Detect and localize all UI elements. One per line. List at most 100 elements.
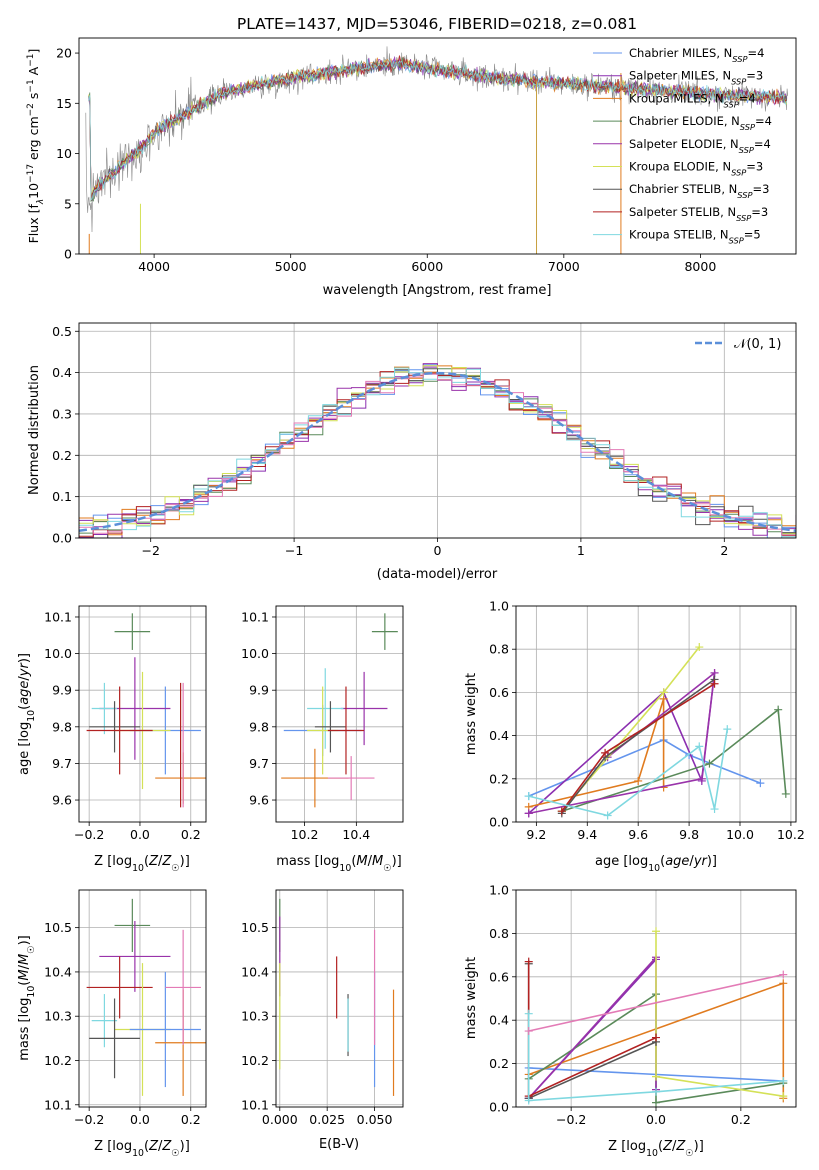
y-tick-label: 10.3 [241, 1009, 269, 1024]
label-part: )] [707, 854, 717, 869]
y-axis-label: mass weight [464, 673, 479, 755]
plot-area [86, 613, 206, 808]
y-axis-label: mass [log10(M/M☉)] [17, 935, 37, 1061]
x-tick-label: −2 [141, 543, 159, 558]
weight-line [527, 1013, 784, 1102]
panel-age-vs-Z: −0.2 0.0 0.2 9.6 9.7 9.8 9.9 10.0 10.1 [44, 605, 207, 842]
legend-entry: Kroupa ELODIE, NSSP=3 [629, 160, 763, 178]
label-part: s [26, 93, 41, 104]
label-part: =4 [739, 91, 756, 105]
weight-marker [603, 811, 612, 820]
label-part: / [689, 854, 694, 869]
x-tick-label: 7000 [548, 259, 580, 274]
label-part: / [158, 1139, 163, 1154]
model-kroupa-stelib [88, 59, 788, 201]
panel-spectrum: 4000 5000 6000 7000 8000 0 5 10 15 20 [56, 37, 797, 274]
label-part: Z [161, 854, 172, 869]
legend-entry: Salpeter MILES, NSSP=3 [629, 69, 763, 87]
label-part: Z [log [608, 1139, 646, 1154]
x-tick-label: 9.4 [577, 827, 597, 842]
y-tick-label: 0.1 [52, 489, 72, 504]
label-part: 10 [26, 183, 41, 199]
label-part: Z [675, 1139, 686, 1154]
y-tick-label: 0.2 [52, 448, 72, 463]
label-part: =3 [751, 205, 768, 219]
label-part: A [26, 66, 41, 79]
x-tick-label: 0.2 [181, 1112, 201, 1127]
y-tick-label: 10.1 [44, 609, 72, 624]
label-part: −1 [26, 79, 36, 92]
y-tick-label: 10.3 [44, 1009, 72, 1024]
panel-massweight-vs-age: 9.2 9.4 9.6 9.8 10.0 10.2 0.0 0.2 0.4 0.6 0.8 1.0 [489, 599, 805, 843]
x-tick-label: 0.0 [130, 1112, 150, 1127]
weight-marker [697, 774, 706, 783]
x-tick-label: 6000 [411, 259, 443, 274]
label-part: M [17, 969, 32, 980]
weight-marker [524, 792, 533, 801]
weight-marker [652, 1033, 660, 1042]
label-part: ] [26, 49, 41, 54]
y-axis-label: Flux [fλ10−17 erg cm−2 s−1 A−1] [26, 49, 46, 244]
label-part: Kroupa MILES, N [629, 91, 724, 105]
x-tick-label: 2 [720, 543, 728, 558]
weight-marker [524, 809, 533, 818]
y-tick-label: 0.2 [489, 771, 509, 786]
label-part: )] [180, 1139, 190, 1154]
weight-marker [695, 742, 704, 751]
label-part: Z [log [94, 854, 132, 869]
y-tick-label: 0.4 [52, 365, 72, 380]
y-tick-label: 0 [64, 247, 72, 262]
label-part: Chabrier MILES, N [629, 46, 732, 60]
weight-line [561, 708, 787, 812]
y-tick-label: 10 [56, 146, 72, 161]
label-part: −1 [26, 54, 36, 67]
x-tick-label: 9.6 [628, 827, 648, 842]
plot-area [79, 363, 796, 538]
y-tick-label: 10.1 [241, 1097, 269, 1112]
label-part: ☉ [26, 945, 37, 953]
label-part: yr [17, 661, 32, 677]
y-tick-label: 10.5 [241, 920, 269, 935]
weight-marker [756, 779, 765, 788]
label-part: ☉ [685, 1148, 693, 1159]
y-axis-label: Normed distribution [27, 365, 42, 495]
label-part: λ [36, 199, 46, 205]
weight-marker [524, 1009, 533, 1018]
weight-line [528, 973, 784, 1032]
label-part: Kroupa ELODIE, N [629, 160, 731, 174]
x-tick-label: 0.2 [731, 1112, 751, 1127]
label-part: SSP [724, 99, 739, 109]
weight-marker [524, 957, 533, 966]
legend-entry: Kroupa MILES, NSSP=4 [629, 91, 756, 109]
label-part: age [665, 854, 689, 869]
label-part: 10 [648, 863, 660, 874]
y-tick-label: 9.8 [52, 719, 72, 734]
y-tick-label: 9.7 [52, 756, 72, 771]
weight-marker [695, 643, 704, 652]
axes-frame [275, 889, 404, 1108]
y-tick-label: 15 [56, 96, 72, 111]
y-tick-label: 10.2 [44, 1053, 72, 1068]
label-part: 10 [132, 863, 144, 874]
label-part: age [log [17, 722, 32, 775]
axes-frame [515, 889, 797, 1108]
weight-marker [779, 1076, 788, 1085]
plot-area [524, 643, 790, 820]
x-tick-label: 10.2 [777, 827, 805, 842]
plot-area [279, 898, 395, 1096]
x-axis-label: age [log10(age/yr)] [595, 854, 717, 874]
axes-frame [275, 605, 404, 823]
x-tick-label: 4000 [138, 259, 170, 274]
weight-line [528, 698, 665, 808]
weight-line [528, 671, 716, 815]
label-part: Flux [f [26, 204, 41, 244]
label-part: Salpeter ELODIE, N [629, 137, 739, 151]
label-part: =4 [747, 46, 764, 60]
y-tick-label: 1.0 [489, 883, 509, 898]
x-tick-label: −0.2 [74, 827, 104, 842]
legend-entry: Chabrier ELODIE, NSSP=4 [629, 114, 772, 132]
y-tick-label: 0.0 [52, 531, 72, 546]
weight-marker [524, 1096, 533, 1105]
